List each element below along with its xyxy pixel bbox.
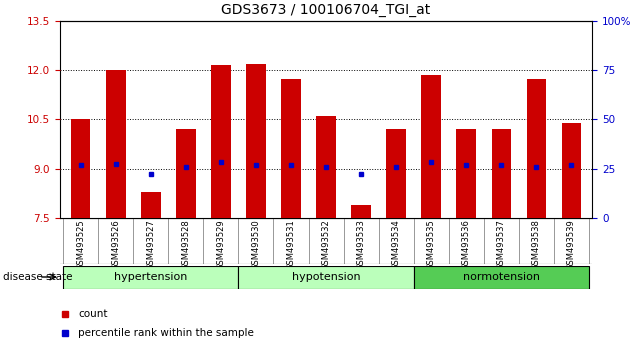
Text: GSM493534: GSM493534 xyxy=(392,219,401,270)
Bar xyxy=(386,129,406,218)
Text: GSM493531: GSM493531 xyxy=(287,219,295,270)
Bar xyxy=(64,266,239,289)
Bar xyxy=(561,123,581,218)
Text: count: count xyxy=(79,309,108,319)
Text: GSM493536: GSM493536 xyxy=(462,219,471,270)
Text: hypertension: hypertension xyxy=(114,272,188,282)
Text: GSM493529: GSM493529 xyxy=(217,219,226,270)
Text: GSM493525: GSM493525 xyxy=(76,219,85,270)
Bar xyxy=(211,65,231,218)
Text: GSM493537: GSM493537 xyxy=(496,219,506,270)
Text: GSM493533: GSM493533 xyxy=(357,219,365,270)
Bar xyxy=(106,70,125,218)
Text: disease state: disease state xyxy=(3,272,72,282)
Text: GSM493526: GSM493526 xyxy=(112,219,120,270)
Text: GSM493538: GSM493538 xyxy=(532,219,541,270)
Bar xyxy=(71,120,91,218)
Text: GSM493535: GSM493535 xyxy=(427,219,435,270)
Bar xyxy=(246,64,266,218)
Text: GSM493539: GSM493539 xyxy=(567,219,576,270)
Bar xyxy=(491,129,511,218)
Text: hypotension: hypotension xyxy=(292,272,360,282)
Bar xyxy=(352,205,370,218)
Title: GDS3673 / 100106704_TGI_at: GDS3673 / 100106704_TGI_at xyxy=(221,4,431,17)
Bar xyxy=(527,79,546,218)
Text: GSM493527: GSM493527 xyxy=(146,219,156,270)
Bar xyxy=(413,266,588,289)
Bar xyxy=(457,129,476,218)
Bar xyxy=(176,129,195,218)
Text: percentile rank within the sample: percentile rank within the sample xyxy=(79,328,255,338)
Text: GSM493530: GSM493530 xyxy=(251,219,260,270)
Text: GSM493532: GSM493532 xyxy=(321,219,331,270)
Bar xyxy=(282,79,301,218)
Bar xyxy=(316,116,336,218)
Bar xyxy=(141,192,161,218)
Bar xyxy=(239,266,413,289)
Text: GSM493528: GSM493528 xyxy=(181,219,190,270)
Text: normotension: normotension xyxy=(462,272,540,282)
Bar xyxy=(421,75,441,218)
